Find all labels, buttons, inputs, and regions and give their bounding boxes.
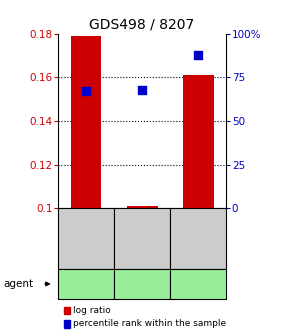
Text: percentile rank within the sample: percentile rank within the sample bbox=[73, 320, 226, 328]
Text: GSM8759: GSM8759 bbox=[193, 213, 203, 264]
Point bbox=[84, 89, 88, 94]
Bar bbox=[127, 206, 157, 208]
Title: GDS498 / 8207: GDS498 / 8207 bbox=[90, 17, 195, 31]
Text: IFNg: IFNg bbox=[73, 278, 99, 290]
Text: TNFa: TNFa bbox=[128, 278, 157, 290]
Bar bbox=[183, 75, 213, 208]
Bar bbox=[70, 36, 102, 208]
Text: agent: agent bbox=[3, 279, 33, 289]
Point bbox=[140, 87, 144, 92]
Text: log ratio: log ratio bbox=[73, 306, 111, 315]
Text: GSM8754: GSM8754 bbox=[137, 213, 147, 264]
Point bbox=[196, 52, 200, 57]
Text: GSM8749: GSM8749 bbox=[81, 213, 91, 264]
Text: IL4: IL4 bbox=[189, 278, 207, 290]
